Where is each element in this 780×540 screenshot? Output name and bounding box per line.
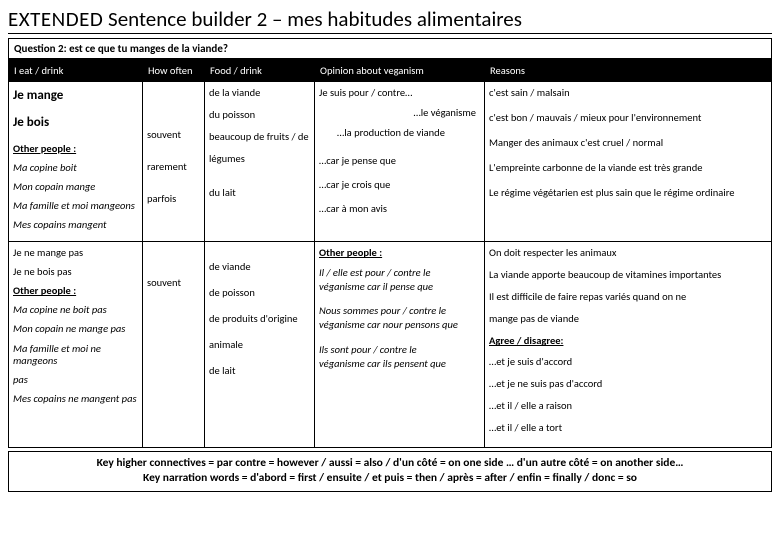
builder-table: I eat / drink How often Food / drink Opi… [8,59,772,448]
key-line-2: Key narration words = d'abord = first / … [15,471,765,487]
text-item: …et il / elle a raison [489,400,767,412]
text-item: Other people : [13,143,138,155]
question-box: Question 2: est ce que tu manges de la v… [8,38,772,59]
text-item: c'est sain / malsain [489,87,767,99]
cell-often-r1: souvent rarement parfois [143,82,205,242]
th-3: Opinion about veganism [315,60,485,82]
th-1: How often [143,60,205,82]
text-item: Je bois [13,116,138,131]
cell-food-r2: de viande de poisson de produits d'origine… [205,242,315,448]
text-item: de viande [209,261,310,273]
text-item: Ma famille et moi mangeons [13,200,138,212]
text-item: de lait [209,365,310,377]
text-item: Ils sont pour / contre le [319,344,480,356]
cell-reasons-r1: c'est sain / malsain c'est bon / mauvais … [485,82,772,242]
text-item: de poisson [209,287,310,299]
text-item: Il / elle est pour / contre le [319,267,480,279]
text-item: parfois [147,193,200,205]
text-item: La viande apporte beaucoup de vitamines … [489,269,767,281]
page-title: EXTENDED Sentence builder 2 – mes habitu… [8,6,772,34]
text-item: Mon copain ne mange pas [13,323,138,335]
text-item: Other people : [319,247,480,259]
text-item: Ma copine ne boit pas [13,304,138,316]
text-item: Manger des animaux c'est cruel / normal [489,137,767,149]
text-item: véganisme car nour pensons que [319,319,480,331]
cell-often-r2: souvent [143,242,205,448]
row-1: Je mange Je bois Other people : Ma copine b… [9,82,772,242]
cell-eat-r2: Je ne mange pas Je ne bois pas Other peopl… [9,242,143,448]
cell-opinion-r2: Other people : Il / elle est pour / contr… [315,242,485,448]
text-item: …car je crois que [319,179,480,191]
text-item: On doit respecter les animaux [489,247,767,259]
text-item: Je ne bois pas [13,266,138,278]
text-item: Mon copain mange [13,181,138,193]
text-item: animale [209,339,310,351]
text-item: mange pas de viande [489,313,767,325]
text-item: souvent [147,129,200,141]
text-item: …car je pense que [319,155,480,167]
title-rest: Sentence builder 2 – mes habitudes alime… [103,6,522,32]
key-box: Key higher connectives = par contre = ho… [8,451,772,492]
text-item: Je suis pour / contre… [319,87,480,99]
text-item: Other people : [13,285,138,297]
text-item: …la production de viande [319,127,480,139]
text-item: beaucoup de fruits / de [209,131,310,143]
text-item: Nous sommes pour / contre le [319,305,480,317]
title-prefix: EXTENDED [8,6,103,32]
text-item: de la viande [209,87,310,99]
th-4: Reasons [485,60,772,82]
text-item: du poisson [209,109,310,121]
text-item: Mes copains mangent [13,219,138,231]
text-item: souvent [147,277,200,289]
text-item: pas [13,374,138,386]
text-item: …et je ne suis pas d'accord [489,378,767,390]
text-item: véganisme car ils pensent que [319,358,480,370]
th-2: Food / drink [205,60,315,82]
text-item: Le régime végétarien est plus sain que l… [489,187,767,199]
text-item: Mes copains ne mangent pas [13,393,138,405]
text-item: …car à mon avis [319,203,480,215]
text-item: rarement [147,161,200,173]
text-item: Ma famille et moi ne mangeons [13,343,138,367]
text-item: L'empreinte carbonne de la viande est tr… [489,162,767,174]
text-item: …et je suis d'accord [489,356,767,368]
text-item: …le véganisme [319,107,476,119]
text-item: véganisme car il pense que [319,281,480,293]
cell-reasons-r2: On doit respecter les animaux La viande a… [485,242,772,448]
text-item: Agree / disagree: [489,335,767,347]
text-item: …et il / elle a tort [489,422,767,434]
text-item: Ma copine boit [13,162,138,174]
text-item: Je ne mange pas [13,247,138,259]
cell-eat-r1: Je mange Je bois Other people : Ma copine b… [9,82,143,242]
text-item: Je mange [13,89,138,104]
cell-food-r1: de la viande du poisson beaucoup de fruits… [205,82,315,242]
text-item: légumes [209,153,310,165]
key-line-1: Key higher connectives = par contre = ho… [15,456,765,472]
text-item: Il est difficile de faire repas variés q… [489,291,767,303]
row-2: Je ne mange pas Je ne bois pas Other peopl… [9,242,772,448]
header-row: I eat / drink How often Food / drink Opi… [9,60,772,82]
cell-opinion-r1: Je suis pour / contre… …le véganisme …la p… [315,82,485,242]
text-item: du lait [209,187,310,199]
text-item: de produits d'origine [209,313,310,325]
th-0: I eat / drink [9,60,143,82]
text-item: c'est bon / mauvais / mieux pour l'envir… [489,112,767,124]
